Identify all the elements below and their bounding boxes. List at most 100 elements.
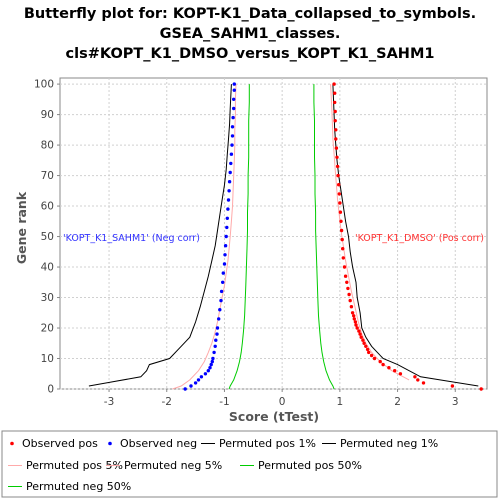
observed-pos-point (341, 256, 345, 260)
x-tick-label: -3 (104, 396, 114, 408)
x-tick-label: -1 (219, 396, 229, 408)
chart-title-line: cls#KOPT_K1_DMSO_versus_KOPT_K1_SAHM1 (66, 46, 435, 62)
observed-neg-point (232, 88, 236, 92)
observed-pos-point (347, 292, 351, 297)
y-tick-label: 70 (41, 170, 54, 182)
y-tick-label: 80 (41, 140, 54, 152)
observed-neg-point (208, 366, 212, 370)
observed-pos-point (367, 350, 371, 355)
y-tick-label: 40 (41, 262, 54, 274)
x-tick-label: 0 (279, 396, 286, 408)
observed-pos-point (340, 237, 344, 242)
observed-pos-point (352, 314, 356, 318)
observed-neg-point (219, 298, 223, 303)
observed-pos-point (387, 366, 391, 370)
legend-box (1, 430, 498, 498)
observed-neg-point (230, 125, 235, 129)
y-tick-label: 90 (41, 109, 54, 121)
observed-pos-point (365, 347, 370, 352)
legend-item: Observed neg (108, 437, 197, 450)
x-tick-label: 3 (452, 396, 459, 408)
observed-neg-point (193, 381, 198, 385)
observed-pos-point (479, 387, 483, 391)
observed-pos-point (398, 372, 403, 376)
observed-neg-point (226, 207, 230, 211)
observed-pos-point (353, 320, 358, 324)
legend-item: Permuted neg 5% (106, 459, 222, 472)
observed-pos-point (333, 91, 337, 95)
legend-label: Permuted pos 1% (219, 437, 316, 450)
permuted-neg-5--line (172, 84, 237, 390)
observed-pos-point (359, 335, 363, 339)
observed-neg-point (227, 189, 231, 193)
observed-neg-point (229, 161, 233, 166)
observed-pos-point (338, 201, 342, 205)
permuted-neg-1--line (88, 84, 232, 387)
observed-neg-point (214, 338, 218, 342)
neg-corr-annotation: 'KOPT_K1_SAHM1' (Neg corr) (63, 233, 200, 244)
observed-neg-point (224, 234, 228, 239)
y-tick-label: 60 (41, 201, 54, 213)
legend-item: Permuted pos 1% (201, 437, 316, 450)
observed-pos-point (339, 228, 344, 233)
observed-neg-point (215, 326, 220, 330)
observed-pos-point (333, 119, 337, 123)
observed-pos-point (343, 274, 348, 278)
x-tick-label: 1 (337, 396, 344, 408)
observed-neg-point (209, 362, 213, 367)
legend-item: Permuted pos 5% (8, 459, 123, 472)
observed-pos-point (337, 183, 341, 187)
observed-neg-point (199, 375, 204, 379)
observed-pos-point (355, 326, 359, 330)
x-tick-label: 2 (394, 396, 401, 408)
legend-label: Permuted pos 5% (26, 459, 123, 472)
observed-neg-point (211, 356, 215, 361)
x-tick-label: -2 (162, 396, 172, 408)
legend-label: Permuted neg 50% (26, 480, 131, 493)
observed-pos-point (357, 329, 361, 333)
observed-pos-point (345, 280, 349, 284)
permuted-pos-5--line (330, 84, 410, 381)
observed-pos-point (354, 323, 358, 327)
observed-neg-point (203, 372, 208, 376)
permuted-neg-50--line (228, 84, 250, 390)
observed-pos-point (333, 100, 337, 105)
observed-pos-point (416, 378, 420, 382)
observed-neg-point (226, 198, 231, 202)
observed-pos-point (393, 369, 397, 373)
observed-pos-point (364, 344, 368, 348)
legend-label: Permuted pos 50% (258, 459, 362, 472)
permuted-pos-50--line (313, 84, 335, 390)
observed-neg-point (232, 97, 236, 102)
observed-pos-point (334, 128, 338, 132)
observed-neg-point (183, 387, 187, 391)
observed-pos-point (421, 381, 426, 385)
chart-title-line: GSEA_SAHM1_classes. (160, 26, 341, 42)
observed-neg-point (206, 369, 210, 373)
pos-corr-annotation: 'KOPT_K1_DMSO' (Pos corr) (355, 233, 484, 244)
observed-neg-point (223, 244, 228, 248)
y-axis-label: Gene rank (14, 191, 29, 264)
observed-neg-point (218, 308, 222, 312)
observed-pos-point (369, 353, 374, 358)
observed-pos-point (378, 359, 382, 364)
chart-title-line: Butterfly plot for: KOPT-K1_Data_collaps… (24, 6, 476, 22)
legend-item: Permuted neg 1% (322, 437, 438, 450)
plot-area (59, 77, 488, 390)
observed-neg-point (217, 317, 221, 321)
observed-neg-point (223, 253, 227, 257)
observed-pos-point (362, 341, 366, 345)
observed-neg-point (228, 170, 232, 175)
observed-neg-point (232, 106, 236, 111)
y-tick-label: 50 (41, 231, 54, 243)
y-tick-label: 10 (41, 353, 54, 365)
legend-item: Permuted pos 50% (240, 459, 362, 472)
observed-pos-point (341, 247, 345, 251)
observed-pos-point (381, 362, 385, 367)
observed-neg-point (196, 378, 201, 382)
observed-pos-point (334, 146, 339, 150)
observed-pos-point (352, 317, 356, 321)
legend-label: Permuted neg 5% (124, 459, 222, 472)
legend-label: Permuted neg 1% (340, 437, 438, 450)
observed-pos-point (346, 286, 350, 291)
